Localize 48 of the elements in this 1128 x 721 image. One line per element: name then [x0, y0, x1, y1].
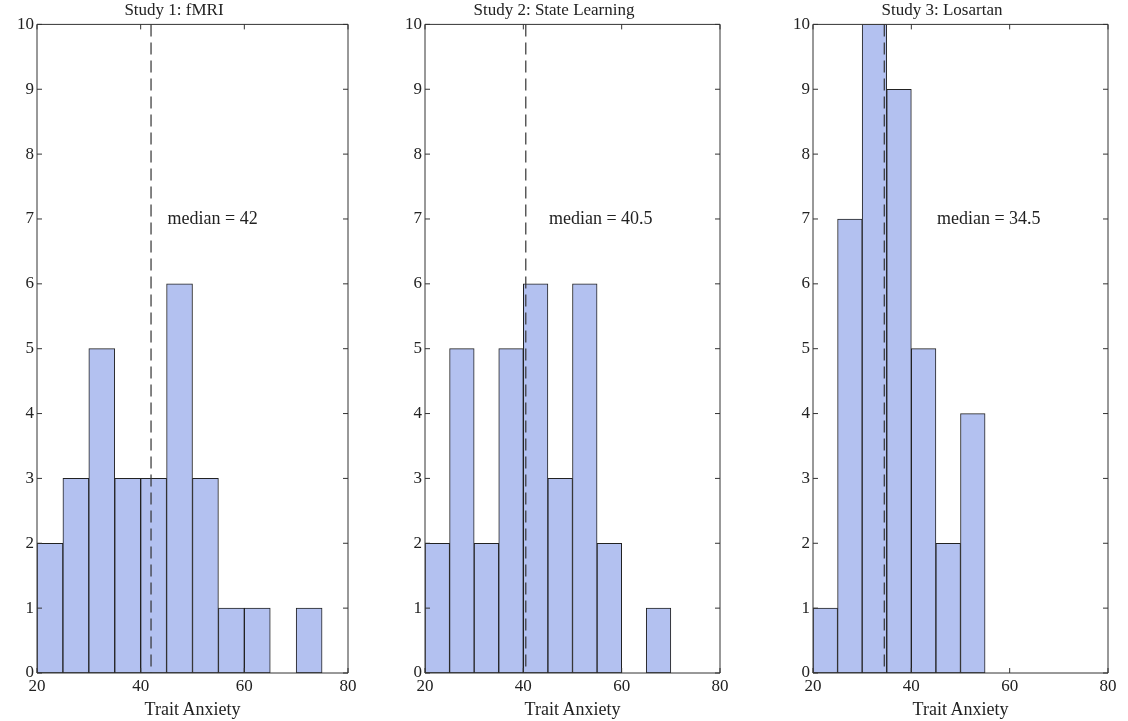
x-axis-title: Trait Anxiety: [524, 698, 621, 719]
x-tick-label: 80: [339, 675, 357, 695]
y-tick-label: 6: [801, 273, 810, 293]
y-tick-label: 7: [25, 208, 35, 228]
x-tick-label: 40: [902, 675, 920, 695]
y-tick-label: 3: [25, 467, 34, 487]
x-tick-label: 80: [711, 675, 729, 695]
y-tick-label: 10: [17, 13, 34, 33]
y-tick-label: 7: [801, 208, 811, 228]
y-tick-label: 9: [25, 78, 34, 98]
y-tick-label: 1: [801, 597, 810, 617]
ref-line-label: median = 42: [167, 207, 258, 228]
ref-line-label: median = 34.5: [936, 207, 1041, 228]
y-tick-label: 1: [413, 597, 422, 617]
x-tick-label: 40: [514, 675, 532, 695]
x-tick-label: 40: [132, 675, 150, 695]
chart-title: Study 2: State Learning: [473, 0, 635, 19]
ref-line-label: median = 40.5: [548, 207, 653, 228]
y-tick-label: 5: [801, 338, 810, 358]
y-tick-label: 4: [801, 403, 811, 423]
y-tick-label: 2: [801, 532, 810, 552]
y-tick-label: 8: [413, 143, 422, 163]
y-tick-label: 3: [801, 467, 810, 487]
x-axis-title: Trait Anxiety: [912, 698, 1009, 719]
y-tick-label: 6: [25, 273, 34, 293]
y-tick-label: 3: [413, 467, 422, 487]
y-tick-label: 10: [793, 13, 810, 33]
x-axis-title: Trait Anxiety: [144, 698, 241, 719]
y-tick-label: 4: [413, 403, 423, 423]
y-tick-label: 8: [25, 143, 34, 163]
x-tick-label: 60: [1001, 675, 1019, 695]
y-tick-label: 2: [25, 532, 34, 552]
y-tick-label: 10: [405, 13, 422, 33]
y-tick-label: 1: [25, 597, 34, 617]
y-tick-label: 6: [413, 273, 422, 293]
x-tick-label: 80: [1099, 675, 1117, 695]
y-tick-label: 2: [413, 532, 422, 552]
y-tick-label: 9: [801, 78, 810, 98]
y-tick-label: 4: [25, 403, 35, 423]
x-tick-label: 60: [235, 675, 253, 695]
y-tick-label: 9: [413, 78, 422, 98]
y-tick-label: 5: [25, 338, 34, 358]
y-tick-label: 5: [413, 338, 422, 358]
chart-title: Study 3: Losartan: [881, 0, 1003, 19]
y-tick-label: 7: [413, 208, 423, 228]
chart-title: Study 1: fMRI: [124, 0, 224, 19]
x-tick-label: 60: [613, 675, 631, 695]
y-tick-label: 8: [801, 143, 810, 163]
